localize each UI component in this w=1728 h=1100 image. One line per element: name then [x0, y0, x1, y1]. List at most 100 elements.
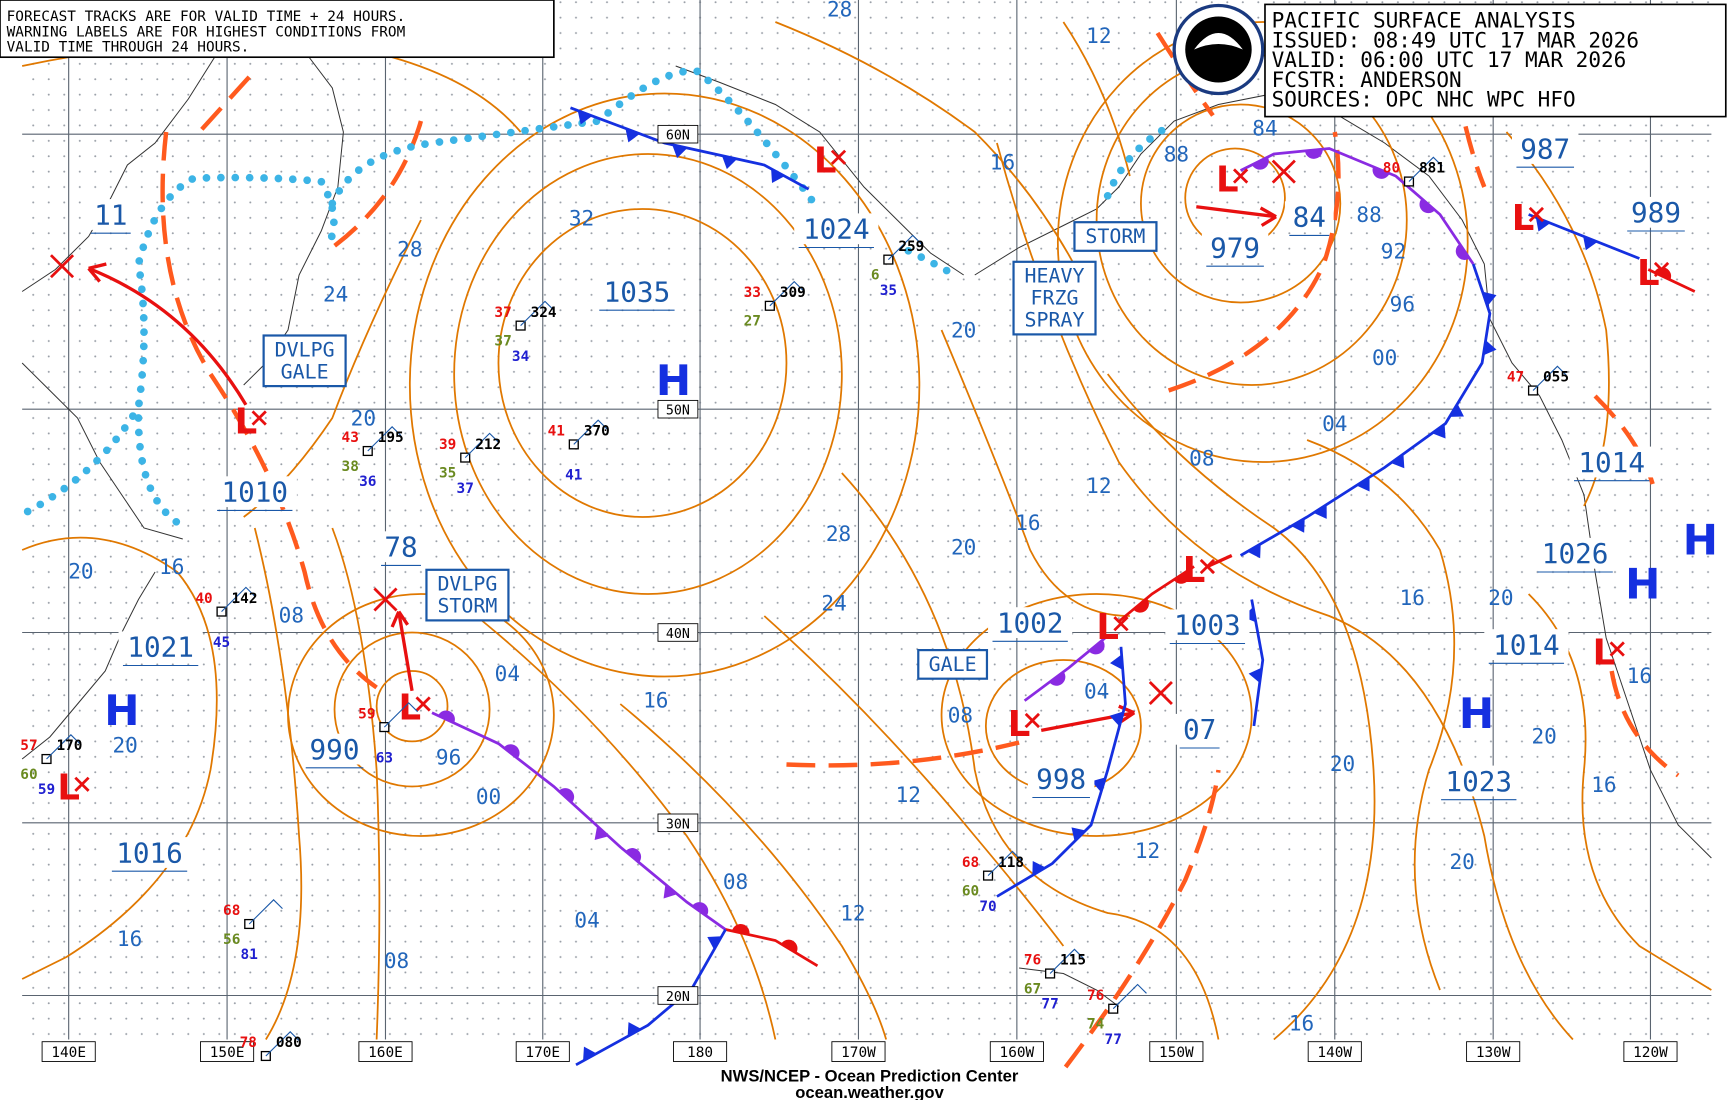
- lon-label: 160E: [368, 1045, 403, 1061]
- front-symbol: [438, 710, 455, 724]
- low-symbol: L: [814, 141, 837, 182]
- low-x: [1024, 712, 1040, 729]
- front-symbol: [1071, 827, 1086, 842]
- isobar-label: 20: [1488, 586, 1513, 610]
- pressure-label-bg: [1622, 196, 1690, 228]
- ice-edge-path: [1103, 125, 1167, 200]
- isobars-path: [21, 536, 218, 980]
- lat-label-box: [657, 986, 699, 1005]
- forecast-positions: [49, 159, 1296, 705]
- station-id: 118: [998, 855, 1024, 871]
- front-symbol: [692, 902, 709, 917]
- low-x: [415, 696, 431, 712]
- isobar-label: 16: [1627, 664, 1652, 688]
- wind-barb: [887, 234, 922, 260]
- warning-text: GALE: [281, 360, 329, 383]
- lon-label-box: [41, 1041, 96, 1062]
- station-value: 34: [512, 349, 529, 365]
- isobar-label: 20: [113, 733, 138, 757]
- isobar-label: 12: [1086, 474, 1111, 498]
- noaa-logo: [1172, 3, 1265, 96]
- low-x: [830, 149, 847, 165]
- pressure-label-bg: [1165, 609, 1250, 641]
- isobars-circle: [1140, 103, 1342, 304]
- ice-edge-path: [328, 67, 819, 208]
- fronts: [431, 106, 1696, 1067]
- station-temp: 78: [240, 1035, 257, 1051]
- forecast-positions-path: [1271, 159, 1296, 184]
- isobar-label: 04: [1322, 412, 1347, 436]
- lat-label: 30N: [666, 817, 690, 832]
- graticule: [22, 0, 1712, 1040]
- pressure-label-bg: [1484, 629, 1569, 660]
- isobar-label: 16: [159, 555, 184, 579]
- front-symbol: [1483, 340, 1497, 356]
- station-temp: 41: [548, 424, 565, 440]
- pressure-label: 78: [384, 531, 417, 564]
- front-line: [725, 928, 819, 967]
- low-symbol: L: [399, 688, 422, 729]
- lon-label: 170W: [841, 1045, 876, 1061]
- lat-label: 50N: [666, 404, 690, 419]
- warning-text: FRZG: [1031, 287, 1079, 310]
- high-symbol: H: [1683, 516, 1718, 565]
- warning-text: STORM: [437, 595, 497, 618]
- station-dew: 38: [342, 459, 359, 475]
- low-symbol: L: [1593, 633, 1616, 674]
- pressure-label-bg: [118, 631, 203, 663]
- warning-text: GALE: [929, 653, 977, 676]
- pressure-label: 1035: [604, 275, 671, 308]
- wind-barb: [248, 899, 283, 925]
- forecast-tracks-path: [1196, 205, 1277, 219]
- front-symbol: [1252, 156, 1269, 170]
- station-id: 115: [1060, 953, 1086, 969]
- pressure-label-bg: [86, 199, 136, 230]
- front-symbol: [1372, 166, 1390, 179]
- low-symbol: L: [1216, 160, 1239, 201]
- station-id: 195: [378, 430, 404, 446]
- warning-text: STORM: [1085, 225, 1145, 248]
- isobar-label: 20: [351, 407, 376, 431]
- lon-label-box: [831, 1041, 886, 1062]
- isobar-label: 16: [1591, 773, 1616, 797]
- station-temp: 39: [439, 437, 456, 453]
- front-symbol: [627, 1022, 642, 1037]
- isobar-label: 16: [990, 150, 1015, 174]
- front-symbol: [577, 110, 593, 125]
- isobars-path: [253, 527, 303, 1040]
- pressure-label-bg: [1027, 763, 1095, 795]
- pressure-label: 11: [94, 198, 127, 231]
- isobar-label: 12: [1135, 839, 1160, 863]
- front-line: [1239, 263, 1492, 557]
- forecast-positions-path: [49, 254, 75, 279]
- pressure-label-bg: [794, 213, 879, 245]
- pressure-label: 987: [1520, 132, 1570, 165]
- isobar-label: 08: [1189, 446, 1214, 470]
- notice-line: WARNING LABELS ARE FOR HIGHEST CONDITION…: [7, 24, 406, 40]
- coastlines-path: [974, 92, 1712, 859]
- low-x: [251, 410, 267, 426]
- lon-label-box: [989, 1041, 1044, 1062]
- info-line: SOURCES: OPC NHC WPC HFO: [1272, 88, 1576, 112]
- forecast-tracks-path: [1259, 206, 1277, 227]
- ice-edge-path: [904, 246, 963, 282]
- lon-label: 120W: [1633, 1045, 1668, 1061]
- front-symbol: [1133, 598, 1149, 613]
- lon-label-box: [358, 1041, 413, 1062]
- isobar-label: 88: [1164, 143, 1189, 167]
- front-line: [431, 711, 727, 931]
- pressure-label: 1021: [127, 631, 194, 664]
- low-symbol: L: [235, 402, 258, 443]
- isobars-circle: [333, 631, 491, 788]
- high-symbol: H: [104, 686, 139, 735]
- forecast-positions-path: [373, 587, 398, 612]
- station-id: 080: [276, 1035, 302, 1051]
- notice-box-rect: [0, 0, 555, 59]
- station-id: 881: [1419, 161, 1445, 177]
- pressure-label: 1014: [1493, 629, 1560, 662]
- low-x: [1609, 641, 1625, 657]
- info-line: ISSUED: 08:49 UTC 17 MAR 2026: [1272, 28, 1639, 52]
- pressure-label-bg: [301, 733, 368, 765]
- front-symbol: [1535, 217, 1551, 232]
- isobar-label: 32: [569, 207, 594, 231]
